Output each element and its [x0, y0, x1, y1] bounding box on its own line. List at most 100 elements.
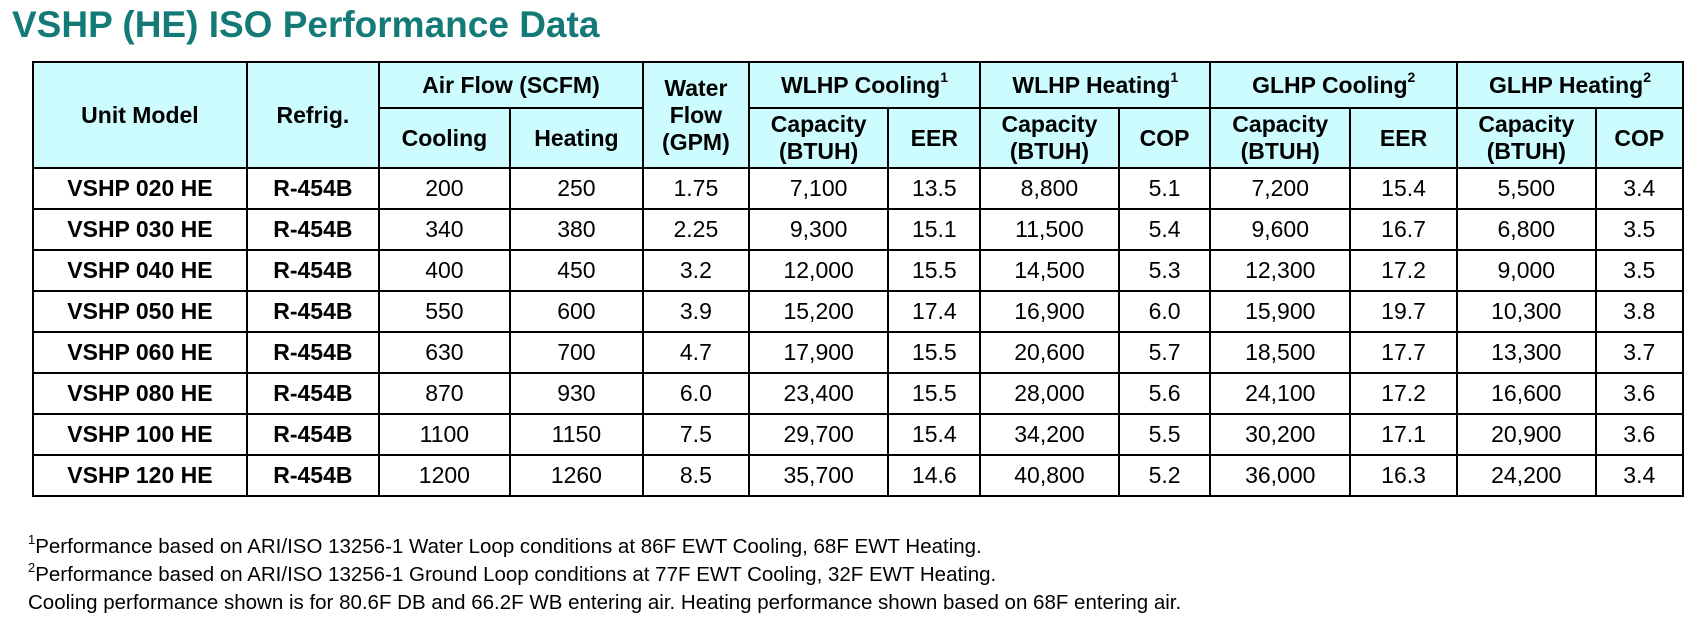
cell-air-cooling: 1100 [377, 413, 511, 456]
water-flow-line1: Water [664, 74, 728, 101]
cell-air-heating: 1150 [508, 413, 644, 456]
cell-glhp-heating-capacity: 6,800 [1456, 208, 1597, 251]
footnote-3: Cooling performance shown is for 80.6F D… [28, 589, 1181, 617]
footnote-marker: 2 [1643, 68, 1652, 85]
cell-glhp-eer: 17.7 [1349, 331, 1459, 374]
cell-glhp-heating-capacity: 5,500 [1456, 167, 1597, 210]
cell-wlhp-cop: 5.2 [1117, 454, 1212, 497]
header-unit-model: Unit Model [32, 61, 248, 169]
cell-water-flow: 3.2 [641, 249, 750, 292]
header-wlhp-cop: COP [1117, 107, 1212, 169]
header-row-top: Unit Model Refrig. Air Flow (SCFM) Water… [32, 61, 1684, 169]
table-row: VSHP 020 HE R-454B 200 250 1.75 7,100 13… [32, 167, 1685, 210]
cell-unit-model: VSHP 060 HE [32, 331, 248, 374]
cell-wlhp-cooling-capacity: 15,200 [747, 290, 890, 333]
cell-glhp-cop: 3.6 [1594, 372, 1685, 415]
cell-air-cooling: 340 [377, 208, 511, 251]
water-flow-line2: Flow [669, 101, 723, 128]
header-air-heating: Heating [508, 107, 644, 169]
cell-water-flow: 6.0 [641, 372, 750, 415]
cell-unit-model: VSHP 120 HE [32, 454, 248, 497]
cell-glhp-cop: 3.4 [1594, 167, 1685, 210]
cell-glhp-eer: 16.3 [1349, 454, 1459, 497]
cell-wlhp-heating-capacity: 20,600 [979, 331, 1120, 374]
performance-table: Unit Model Refrig. Air Flow (SCFM) Water… [32, 61, 1685, 497]
cell-glhp-cooling-capacity: 24,100 [1209, 372, 1352, 415]
cell-glhp-heating-capacity: 16,600 [1456, 372, 1597, 415]
header-glhp-eer: EER [1349, 107, 1459, 169]
cell-glhp-cooling-capacity: 7,200 [1209, 167, 1352, 210]
cell-glhp-cop: 3.4 [1594, 454, 1685, 497]
cell-wlhp-cooling-capacity: 23,400 [747, 372, 890, 415]
cell-glhp-eer: 15.4 [1349, 167, 1459, 210]
cell-refrig: R-454B [245, 208, 380, 251]
cell-unit-model: VSHP 050 HE [32, 290, 248, 333]
footnote-2: 2Performance based on ARI/ISO 13256-1 Gr… [28, 561, 1181, 589]
cell-wlhp-heating-capacity: 8,800 [979, 167, 1120, 210]
cell-glhp-cooling-capacity: 12,300 [1209, 249, 1352, 292]
cell-glhp-heating-capacity: 20,900 [1456, 413, 1597, 456]
header-refrig: Refrig. [245, 61, 380, 169]
cell-glhp-eer: 17.2 [1349, 372, 1459, 415]
cell-glhp-cooling-capacity: 18,500 [1209, 331, 1352, 374]
cell-air-cooling: 400 [377, 249, 511, 292]
cell-air-cooling: 550 [377, 290, 511, 333]
cell-wlhp-cooling-capacity: 12,000 [747, 249, 890, 292]
header-wlhp-eer: EER [887, 107, 982, 169]
footnote-marker: 2 [28, 560, 36, 576]
header-glhp-heating: GLHP Heating2 [1456, 61, 1684, 109]
cell-wlhp-heating-capacity: 40,800 [979, 454, 1120, 497]
cell-wlhp-heating-capacity: 34,200 [979, 413, 1120, 456]
cell-glhp-eer: 17.2 [1349, 249, 1459, 292]
cell-wlhp-eer: 15.5 [887, 372, 982, 415]
footnote-text: Performance based on ARI/ISO 13256-1 Wat… [35, 535, 982, 558]
cell-wlhp-cop: 5.4 [1117, 208, 1212, 251]
header-glhp-cop: COP [1594, 107, 1685, 169]
cell-wlhp-cop: 6.0 [1117, 290, 1212, 333]
cell-refrig: R-454B [245, 249, 380, 292]
footnote-marker: 1 [1170, 68, 1179, 85]
cell-wlhp-cooling-capacity: 35,700 [747, 454, 890, 497]
cell-wlhp-eer: 14.6 [887, 454, 982, 497]
cell-wlhp-eer: 15.1 [887, 208, 982, 251]
cell-air-heating: 380 [508, 208, 644, 251]
table-row: VSHP 080 HE R-454B 870 930 6.0 23,400 15… [32, 372, 1685, 415]
table-row: VSHP 120 HE R-454B 1200 1260 8.5 35,700 … [32, 454, 1685, 497]
footnote-text: Performance based on ARI/ISO 13256-1 Gro… [35, 563, 997, 586]
footnote-marker: 1 [28, 532, 36, 548]
footnote-marker: 1 [940, 68, 949, 85]
cell-water-flow: 8.5 [641, 454, 750, 497]
table-row: VSHP 060 HE R-454B 630 700 4.7 17,900 15… [32, 331, 1685, 374]
cell-wlhp-eer: 15.4 [887, 413, 982, 456]
cell-refrig: R-454B [245, 372, 380, 415]
cell-glhp-cop: 3.6 [1594, 413, 1685, 456]
header-glhp-cooling: GLHP Cooling2 [1209, 61, 1459, 109]
cell-glhp-cooling-capacity: 9,600 [1209, 208, 1352, 251]
cell-wlhp-heating-capacity: 14,500 [979, 249, 1120, 292]
cell-glhp-cop: 3.8 [1594, 290, 1685, 333]
cell-glhp-eer: 19.7 [1349, 290, 1459, 333]
cell-glhp-cop: 3.5 [1594, 208, 1685, 251]
cell-glhp-cop: 3.7 [1594, 331, 1685, 374]
cell-unit-model: VSHP 100 HE [32, 413, 248, 456]
cell-wlhp-cooling-capacity: 17,900 [747, 331, 890, 374]
table-row: VSHP 050 HE R-454B 550 600 3.9 15,200 17… [32, 290, 1685, 333]
cell-refrig: R-454B [245, 167, 380, 210]
cell-unit-model: VSHP 030 HE [32, 208, 248, 251]
cell-wlhp-cooling-capacity: 29,700 [747, 413, 890, 456]
cell-water-flow: 4.7 [641, 331, 750, 374]
cell-water-flow: 7.5 [641, 413, 750, 456]
cell-wlhp-cooling-capacity: 9,300 [747, 208, 890, 251]
header-wlhp-heating: WLHP Heating1 [979, 61, 1212, 109]
cell-glhp-cop: 3.5 [1594, 249, 1685, 292]
cell-wlhp-eer: 15.5 [887, 249, 982, 292]
cell-wlhp-cop: 5.3 [1117, 249, 1212, 292]
water-flow-line3: (GPM) [662, 128, 730, 155]
cell-unit-model: VSHP 080 HE [32, 372, 248, 415]
cell-air-cooling: 870 [377, 372, 511, 415]
cell-refrig: R-454B [245, 454, 380, 497]
footnote-marker: 2 [1407, 68, 1416, 85]
cell-unit-model: VSHP 020 HE [32, 167, 248, 210]
header-wlhp-cooling: WLHP Cooling1 [747, 61, 982, 109]
cell-wlhp-cop: 5.6 [1117, 372, 1212, 415]
